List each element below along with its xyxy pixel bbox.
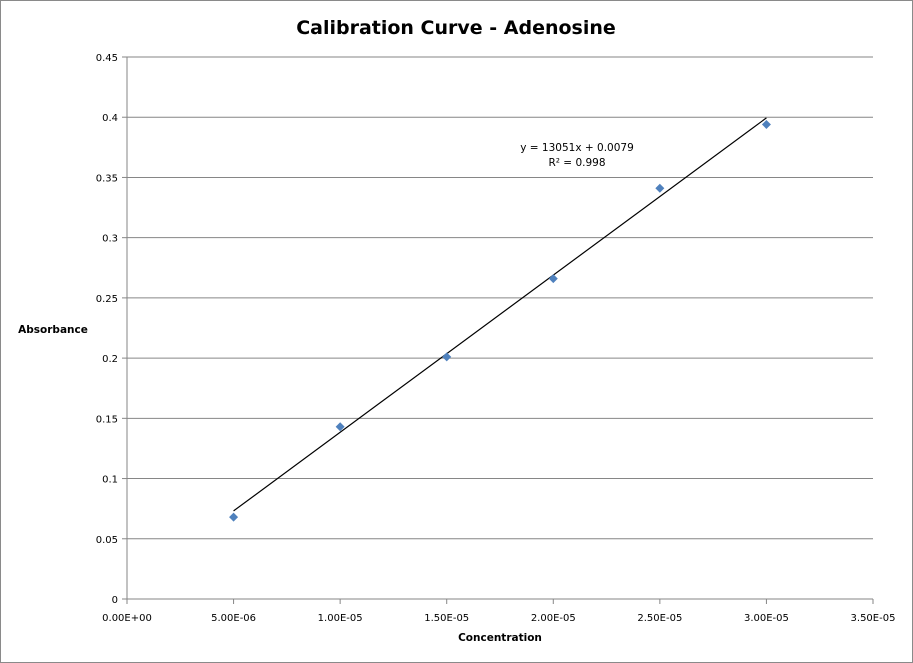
y-tick-label: 0.05 bbox=[96, 535, 118, 546]
chart-title: Calibration Curve - Adenosine bbox=[296, 17, 616, 39]
y-tick-label: 0.3 bbox=[102, 234, 118, 245]
data-point bbox=[761, 119, 771, 129]
y-tick-label: 0.45 bbox=[96, 53, 118, 64]
x-tick-label: 3.00E-05 bbox=[744, 613, 789, 624]
y-tick-label: 0 bbox=[112, 595, 118, 606]
x-tick-label: 0.00E+00 bbox=[102, 613, 152, 624]
x-axis-label: Concentration bbox=[458, 632, 542, 644]
x-tick-label: 1.00E-05 bbox=[318, 613, 363, 624]
data-point bbox=[548, 274, 558, 284]
x-tick-label: 5.00E-06 bbox=[211, 613, 256, 624]
data-point bbox=[335, 422, 345, 432]
y-tick-label: 0.4 bbox=[102, 113, 118, 124]
y-tick-label: 0.1 bbox=[102, 475, 118, 486]
data-point bbox=[442, 352, 452, 362]
trendline-equation: y = 13051x + 0.0079 bbox=[520, 142, 634, 154]
x-tick-label: 1.50E-05 bbox=[424, 613, 469, 624]
y-tick-label: 0.2 bbox=[102, 354, 118, 365]
x-tick-label: 3.50E-05 bbox=[851, 613, 896, 624]
data-point bbox=[655, 183, 665, 193]
y-tick-label: 0.35 bbox=[96, 173, 118, 184]
trendline bbox=[233, 117, 767, 512]
y-axis-label: Absorbance bbox=[18, 324, 88, 336]
trendline-r2: R² = 0.998 bbox=[548, 157, 605, 169]
y-tick-label: 0.25 bbox=[96, 294, 118, 305]
data-point bbox=[229, 512, 239, 522]
x-tick-label: 2.00E-05 bbox=[531, 613, 576, 624]
x-tick-label: 2.50E-05 bbox=[637, 613, 682, 624]
y-tick-label: 0.15 bbox=[96, 414, 118, 425]
